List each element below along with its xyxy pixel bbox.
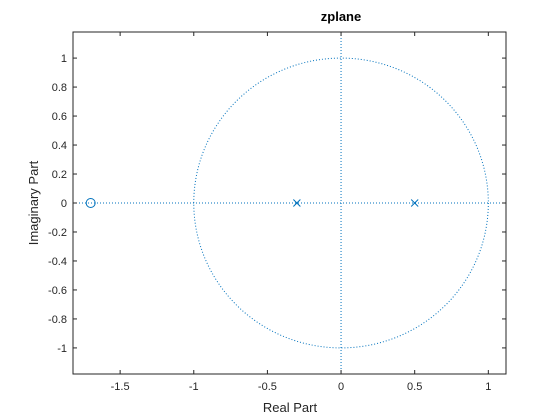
y-tick-label: 1	[61, 53, 67, 65]
y-tick-label: -0.6	[48, 285, 67, 297]
y-tick-label: -0.8	[48, 314, 67, 326]
x-axis: -1.5 -1 -0.5 0 0.5 1	[111, 32, 491, 393]
y-tick-label: -0.4	[48, 256, 67, 268]
y-tick-label: -1	[57, 343, 67, 355]
pole-stroke	[410, 199, 419, 207]
x-tick-label: -1.5	[111, 381, 130, 393]
pole-marker	[410, 199, 419, 207]
y-tick-label: 0.6	[52, 111, 67, 123]
x-tick-label: 0.5	[407, 381, 422, 393]
y-tick-label: -0.2	[48, 227, 67, 239]
x-tick-label: 1	[485, 381, 491, 393]
x-tick-label: -0.5	[258, 381, 277, 393]
x-tick-label: -1	[189, 381, 199, 393]
y-tick-label: 0.4	[52, 140, 67, 152]
pole-marker	[293, 199, 301, 207]
chart-title: zplane	[321, 9, 361, 24]
y-axis: 1 0.8 0.6 0.4 0.2 0 -0.2 -0.4 -0.6 -0.8 -1	[48, 53, 506, 355]
plot-area	[73, 32, 506, 374]
x-tick-label: 0	[338, 381, 344, 393]
x-axis-label: Real Part	[263, 400, 318, 415]
y-tick-label: 0.8	[52, 82, 67, 94]
zero-marker	[85, 198, 96, 208]
y-tick-label: 0.2	[52, 169, 67, 181]
y-tick-label: 0	[61, 198, 67, 210]
unit-circle	[193, 57, 489, 349]
y-axis-label: Imaginary Part	[26, 160, 41, 245]
pole-stroke	[293, 199, 301, 207]
